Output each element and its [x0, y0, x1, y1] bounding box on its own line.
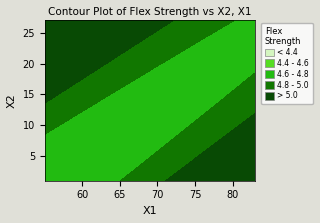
- Title: Contour Plot of Flex Strength vs X2, X1: Contour Plot of Flex Strength vs X2, X1: [48, 7, 252, 17]
- X-axis label: X1: X1: [143, 206, 157, 216]
- Legend: < 4.4, 4.4 - 4.6, 4.6 - 4.8, 4.8 - 5.0, > 5.0: < 4.4, 4.4 - 4.6, 4.6 - 4.8, 4.8 - 5.0, …: [261, 23, 313, 104]
- Y-axis label: X2: X2: [7, 93, 17, 108]
